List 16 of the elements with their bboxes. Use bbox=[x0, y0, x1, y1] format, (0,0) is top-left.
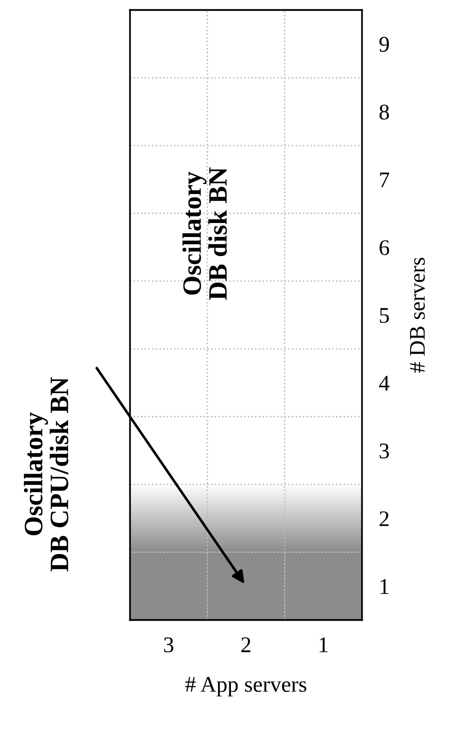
y-tick-label: 9 bbox=[379, 36, 389, 52]
y-tick-label: 1 bbox=[380, 579, 388, 594]
text: Oscillatory DB CPU/disk BN bbox=[24, 377, 68, 572]
x-tick-label: 1 bbox=[320, 637, 328, 652]
y-tick-label: 5 bbox=[380, 308, 389, 323]
y-axis-title: # DB servers bbox=[410, 258, 425, 373]
y-tick-label: 2 bbox=[380, 511, 389, 526]
y-tick-label: 4 bbox=[379, 376, 390, 390]
y-tick-label: 8 bbox=[380, 104, 389, 120]
y-tick-label: 6 bbox=[380, 240, 390, 256]
x-tick-label: 2 bbox=[241, 637, 250, 652]
x-tick-label: 3 bbox=[164, 637, 174, 652]
annotation: Oscillatory DB disk BN bbox=[182, 167, 227, 300]
x-axis-title: # App servers bbox=[185, 677, 306, 696]
y-tick-label: 7 bbox=[380, 172, 390, 188]
y-tick-label: 3 bbox=[380, 444, 389, 458]
